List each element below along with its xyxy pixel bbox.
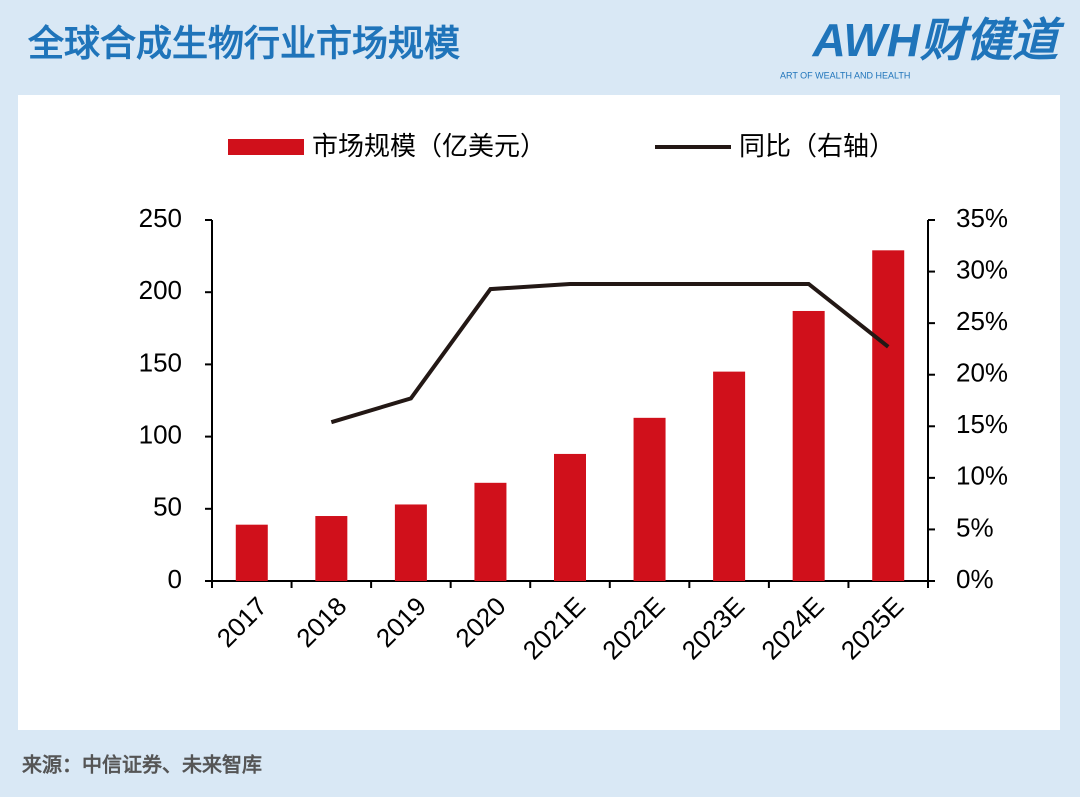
y2-tick-label: 0% <box>956 564 994 594</box>
bar <box>554 453 586 581</box>
bar <box>315 516 348 581</box>
logo: AWH财健道 <box>812 14 1065 66</box>
bar <box>394 504 427 581</box>
y2-tick-label: 5% <box>956 512 994 542</box>
legend-label: 同比（右轴） <box>739 131 895 161</box>
bar <box>872 250 905 581</box>
bar <box>235 524 268 581</box>
bar <box>474 482 507 581</box>
y2-tick-label: 15% <box>956 409 1008 439</box>
y-tick-label: 0 <box>168 564 182 594</box>
y-tick-label: 200 <box>139 275 182 305</box>
legend-label: 市场规模（亿美元） <box>312 131 546 161</box>
y2-tick-label: 30% <box>956 254 1008 284</box>
page-title: 全球合成生物行业市场规模 <box>27 23 460 64</box>
legend-swatch <box>228 139 304 155</box>
bar <box>792 310 825 581</box>
y-tick-label: 100 <box>139 419 182 449</box>
y-tick-label: 150 <box>139 347 182 377</box>
line <box>330 281 890 425</box>
bar <box>713 371 746 581</box>
logo-tagline: ART OF WEALTH AND HEALTH <box>780 70 910 80</box>
bar <box>633 417 666 581</box>
y-tick-label: 50 <box>153 492 182 522</box>
y2-tick-label: 25% <box>956 306 1008 336</box>
source-note: 来源：中信证券、未来智库 <box>21 752 262 776</box>
y-tick-label: 250 <box>139 203 182 233</box>
y2-tick-label: 10% <box>956 461 1008 491</box>
y2-tick-label: 35% <box>956 203 1008 233</box>
y2-tick-label: 20% <box>956 358 1008 388</box>
